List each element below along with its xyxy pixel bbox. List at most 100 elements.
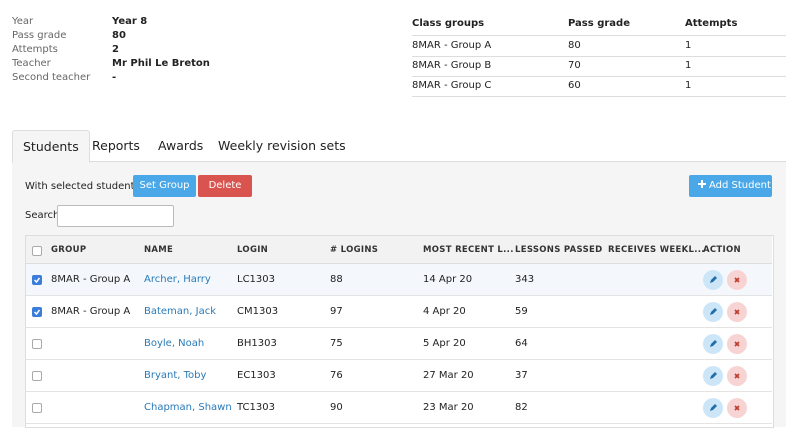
cell-logins: 76 — [330, 370, 343, 381]
plus-icon — [697, 179, 707, 189]
cell-lessons: 37 — [515, 370, 528, 381]
cell-logins: 75 — [330, 338, 343, 349]
pencil-icon — [703, 270, 723, 290]
tab[interactable]: Reports — [82, 130, 150, 161]
delete-row-button[interactable] — [727, 398, 747, 418]
info-label: Second teacher — [12, 72, 90, 83]
class-group-cell: 1 — [685, 40, 691, 51]
cell-lessons: 59 — [515, 306, 528, 317]
cell-logins: 88 — [330, 274, 343, 285]
cell-recent: 4 Apr 20 — [423, 306, 466, 317]
row-checkbox[interactable] — [32, 403, 42, 413]
student-row — [26, 328, 772, 360]
pencil-icon — [703, 366, 723, 386]
add-student-button[interactable]: Add Student — [689, 175, 772, 197]
class-group-cell: 8MAR - Group A — [412, 40, 491, 51]
cell-name[interactable]: Bateman, Jack — [144, 306, 216, 317]
cell-name[interactable]: Chapman, Shawn — [144, 402, 232, 413]
cell-name[interactable]: Bryant, Toby — [144, 370, 206, 381]
select-all-checkbox[interactable] — [32, 246, 42, 256]
column-header[interactable]: MOST RECENT L... — [423, 245, 514, 255]
info-label: Pass grade — [12, 30, 66, 41]
toolbar-label: With selected students — [25, 181, 140, 192]
column-header: ACTION — [703, 245, 741, 255]
class-group-cell: 8MAR - Group C — [412, 80, 491, 91]
x-icon — [727, 270, 747, 290]
edit-button[interactable] — [703, 398, 723, 418]
info-value: Mr Phil Le Breton — [112, 58, 210, 69]
cell-lessons: 64 — [515, 338, 528, 349]
cell-lessons: 82 — [515, 402, 528, 413]
tab[interactable]: Students — [12, 130, 90, 163]
pencil-icon — [703, 398, 723, 418]
column-header[interactable]: RECEIVES WEEKL... — [608, 245, 705, 255]
cell-lessons: 343 — [515, 274, 534, 285]
row-checkbox[interactable] — [32, 307, 42, 317]
class-group-cell: 1 — [685, 60, 691, 71]
cell-recent: 23 Mar 20 — [423, 402, 474, 413]
column-header[interactable]: LESSONS PASSED — [515, 245, 602, 255]
info-value: 2 — [112, 44, 119, 55]
delete-row-button[interactable] — [727, 302, 747, 322]
delete-row-button[interactable] — [727, 334, 747, 354]
cell-logins: 97 — [330, 306, 343, 317]
search-label: Search — [25, 210, 59, 221]
x-icon — [727, 398, 747, 418]
row-checkbox[interactable] — [32, 275, 42, 285]
set-group-button[interactable]: Set Group — [133, 175, 196, 197]
row-checkbox[interactable] — [32, 371, 42, 381]
class-group-cell: 8MAR - Group B — [412, 60, 491, 71]
cell-login: BH1303 — [237, 338, 277, 349]
search-input[interactable] — [57, 205, 174, 227]
pencil-icon — [703, 302, 723, 322]
class-group-cell: 80 — [568, 40, 581, 51]
info-value: - — [112, 72, 116, 83]
x-icon — [727, 302, 747, 322]
cell-login: TC1303 — [237, 402, 275, 413]
cell-name[interactable]: Boyle, Noah — [144, 338, 204, 349]
info-label: Attempts — [12, 44, 58, 55]
delete-button[interactable]: Delete — [198, 175, 252, 197]
student-row — [26, 392, 772, 424]
column-header[interactable]: NAME — [144, 245, 173, 255]
cell-login: LC1303 — [237, 274, 275, 285]
add-student-label: Add Student — [709, 180, 771, 191]
cell-group: 8MAR - Group A — [51, 306, 130, 317]
column-header[interactable]: LOGIN — [237, 245, 268, 255]
cell-name[interactable]: Archer, Harry — [144, 274, 211, 285]
class-group-cell: 1 — [685, 80, 691, 91]
column-header[interactable]: # LOGINS — [330, 245, 378, 255]
row-checkbox[interactable] — [32, 339, 42, 349]
x-icon — [727, 334, 747, 354]
delete-row-button[interactable] — [727, 366, 747, 386]
cell-recent: 14 Apr 20 — [423, 274, 472, 285]
cell-recent: 5 Apr 20 — [423, 338, 466, 349]
student-row — [26, 296, 772, 328]
cell-recent: 27 Mar 20 — [423, 370, 474, 381]
cell-login: CM1303 — [237, 306, 278, 317]
rule — [412, 15, 786, 36]
edit-button[interactable] — [703, 302, 723, 322]
check-icon — [33, 308, 41, 316]
edit-button[interactable] — [703, 366, 723, 386]
delete-row-button[interactable] — [727, 270, 747, 290]
student-row — [26, 264, 772, 296]
info-value: 80 — [112, 30, 126, 41]
class-group-cell: 60 — [568, 80, 581, 91]
info-value: Year 8 — [112, 16, 147, 27]
column-header[interactable]: GROUP — [51, 245, 86, 255]
check-icon — [33, 276, 41, 284]
cell-login: EC1303 — [237, 370, 276, 381]
edit-button[interactable] — [703, 334, 723, 354]
edit-button[interactable] — [703, 270, 723, 290]
tab[interactable]: Awards — [148, 130, 213, 161]
cell-group: 8MAR - Group A — [51, 274, 130, 285]
class-group-cell: 70 — [568, 60, 581, 71]
student-row — [26, 360, 772, 392]
cell-logins: 90 — [330, 402, 343, 413]
info-label: Year — [12, 16, 33, 27]
info-label: Teacher — [12, 58, 51, 69]
tab[interactable]: Weekly revision sets — [208, 130, 356, 161]
pencil-icon — [703, 334, 723, 354]
